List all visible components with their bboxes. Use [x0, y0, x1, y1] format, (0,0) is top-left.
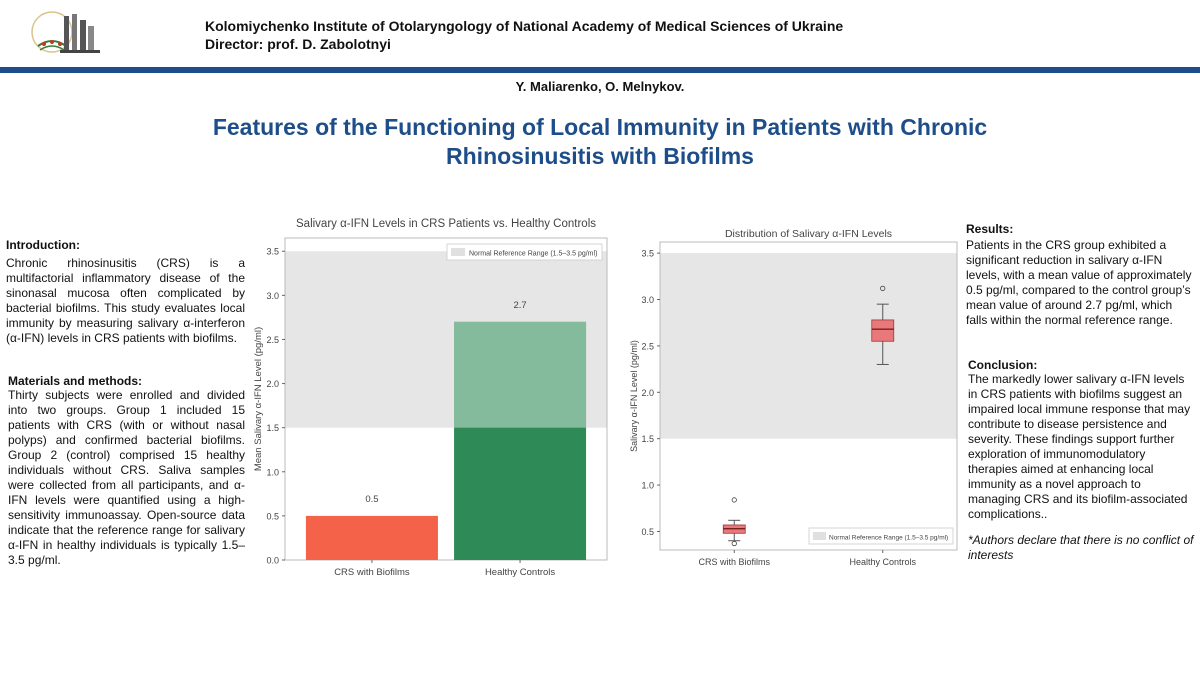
bar [305, 515, 438, 560]
reference-range-band [660, 253, 957, 439]
y-tick-label: 1.5 [266, 423, 279, 433]
box-plot: Distribution of Salivary α-IFN Levels 0.5… [629, 228, 958, 567]
introduction-section: Introduction: Chronic rhinosinusitis (CR… [6, 238, 245, 346]
y-tick-label: 2.0 [641, 388, 654, 398]
plot-frame [659, 241, 958, 551]
poster-title-line-1: Features of the Functioning of Local Imm… [212, 114, 988, 140]
y-tick-label: 0.5 [266, 511, 279, 521]
y-tick-label: 1.0 [266, 467, 279, 477]
y-axis-label: Salivary α-IFN Level (pg/ml) [629, 340, 639, 452]
poster-title-line-2: Rhinosinusitis with Biofilms [446, 143, 754, 169]
methods-heading: Materials and methods: [8, 374, 143, 388]
y-tick-label: 1.0 [641, 481, 654, 491]
y-tick-label: 3.0 [641, 295, 654, 305]
legend-swatch [813, 532, 826, 540]
methods-section: Materials and methods: Thirty subjects w… [8, 374, 245, 568]
x-tick-label: Healthy Controls [849, 557, 916, 567]
director-line: Director: prof. D. Zabolotnyi [205, 36, 391, 52]
legend-box [446, 243, 603, 261]
conclusion-text: The markedly lower salivary α-IFN levels… [968, 372, 1191, 521]
bar [454, 321, 587, 560]
authors-line: Y. Maliarenko, O. Melnykov. [515, 79, 685, 94]
box [871, 319, 895, 342]
bar-band-overlay [454, 321, 587, 428]
y-tick-label: 0.0 [266, 556, 279, 566]
results-text: Patients in the CRS group exhibited a si… [966, 238, 1192, 327]
outlier-point [731, 497, 737, 503]
y-tick-label: 1.5 [641, 434, 654, 444]
header-divider [0, 67, 1200, 73]
y-tick-label: 0.5 [641, 527, 654, 537]
legend-label: Normal Reference Range (1.5–3.5 pg/ml) [829, 535, 948, 542]
chart-title: Salivary α-IFN Levels in CRS Patients vs… [296, 218, 596, 230]
y-tick-label: 2.0 [266, 379, 279, 389]
x-tick-label: CRS with Biofilms [334, 567, 410, 578]
institute-logo [31, 11, 100, 53]
x-tick-label: CRS with Biofilms [698, 557, 770, 567]
bar-chart: Salivary α-IFN Levels in CRS Patients vs… [253, 218, 608, 578]
conclusion-section: Conclusion: The markedly lower salivary … [968, 358, 1196, 563]
poster-title: Features of the Functioning of Local Imm… [120, 113, 1080, 171]
outlier-point [731, 540, 737, 547]
bar-value-label: 0.5 [365, 494, 378, 505]
legend-label: Normal Reference Range (1.5–3.5 pg/ml) [469, 251, 597, 258]
x-tick-label: Healthy Controls [485, 567, 555, 578]
outlier-point [880, 285, 886, 291]
conclusion-heading: Conclusion: [968, 358, 1038, 372]
institute-name: Kolomiychenko Institute of Otolaryngolog… [205, 18, 844, 34]
y-tick-label: 2.5 [266, 335, 279, 345]
y-tick-label: 3.5 [641, 249, 654, 259]
y-axis-label: Mean Salivary α-IFN Level (pg/ml) [253, 327, 264, 471]
legend-box [808, 527, 954, 545]
methods-text: Thirty subjects were enrolled and divide… [8, 388, 245, 567]
results-heading: Results: [966, 222, 1014, 236]
legend-swatch [451, 248, 465, 256]
y-tick-label: 2.5 [641, 341, 654, 351]
y-tick-label: 3.5 [266, 247, 279, 257]
y-tick-label: 3.0 [266, 291, 279, 301]
introduction-text: Chronic rhinosinusitis (CRS) is a multif… [6, 256, 245, 345]
results-section: Results: Patients in the CRS group exhib… [966, 222, 1196, 328]
introduction-heading: Introduction: [6, 238, 80, 252]
chart-title: Distribution of Salivary α-IFN Levels [725, 228, 892, 240]
bar-value-label: 2.7 [513, 300, 526, 311]
plot-frame [284, 237, 608, 561]
conflict-disclaimer: *Authors declare that there is no confli… [968, 533, 1194, 562]
